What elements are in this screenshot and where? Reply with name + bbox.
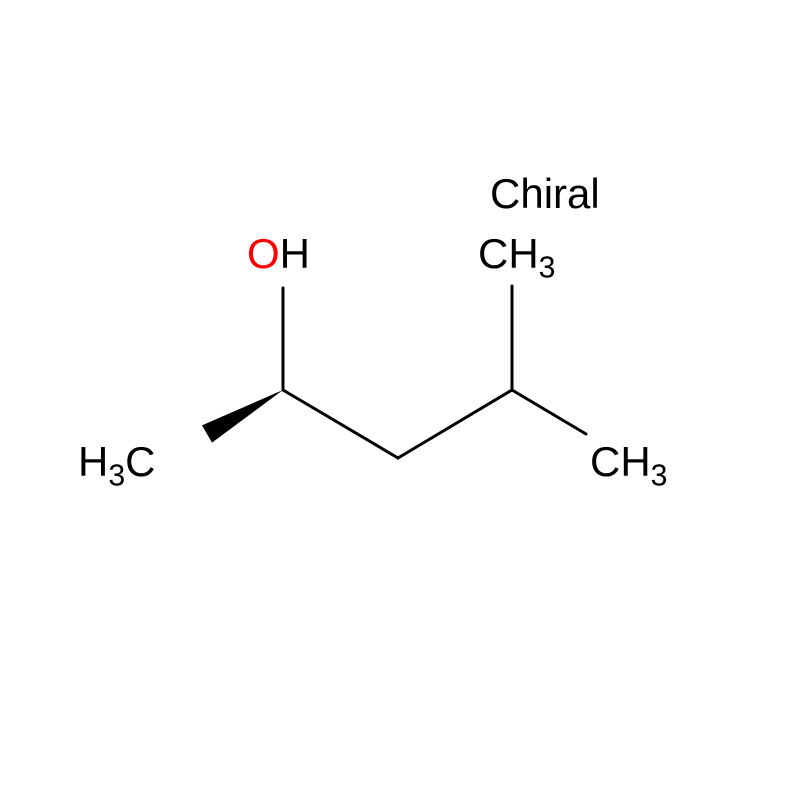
sub-3: 3 (108, 459, 125, 492)
ch-text: CH (478, 230, 539, 277)
chiral-annotation: Chiral (490, 170, 600, 218)
hydroxyl-label: OH (247, 230, 310, 278)
c-text: C (125, 438, 155, 485)
hydrogen-atom: H (280, 230, 310, 277)
ch-text: CH (590, 438, 651, 485)
sub-3: 3 (651, 459, 668, 492)
methyl-right-label: CH3 (590, 438, 668, 493)
h-text: H (78, 438, 108, 485)
methyl-top-label: CH3 (478, 230, 556, 285)
bond-layer (0, 0, 800, 800)
oxygen-atom: O (247, 230, 280, 277)
molecule-canvas: Chiral OH CH3 H3C CH3 (0, 0, 800, 800)
sub-3: 3 (539, 251, 556, 284)
methyl-left-label: H3C (78, 438, 156, 493)
